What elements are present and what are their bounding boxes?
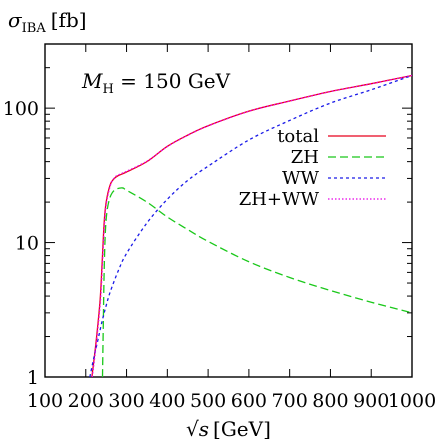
- x-tick-label-800: 800: [312, 390, 348, 412]
- x-tick-label-300: 300: [108, 390, 144, 412]
- legend-label-total: total: [277, 126, 319, 147]
- x-tick-label-900: 900: [353, 390, 389, 412]
- series-line-ww: [89, 74, 412, 377]
- y-tick-label-100: 100: [3, 98, 39, 120]
- y-axis-label: σIBA [fb]: [8, 8, 87, 36]
- y-axis-label-main: σ: [8, 8, 23, 32]
- annotation-main: M: [81, 69, 103, 93]
- y-axis-label-sub: IBA: [22, 21, 47, 36]
- series-line-zh: [101, 187, 412, 377]
- x-tick-label-200: 200: [68, 390, 104, 412]
- y-tick-label-1: 1: [27, 367, 39, 389]
- x-tick-label-1000: 1000: [388, 390, 436, 412]
- annotation-rest: = 150 GeV: [114, 69, 231, 93]
- series-line-zh-ww: [91, 74, 412, 377]
- x-tick-label-400: 400: [149, 390, 185, 412]
- plot-frame: [44, 43, 413, 378]
- legend-label-ww: WW: [282, 168, 320, 189]
- series-line-total: [91, 74, 412, 377]
- y-axis-label-unit: [fb]: [51, 8, 87, 32]
- legend-label-zh: ZH: [291, 147, 319, 168]
- x-axis-label: √s [GeV]: [186, 417, 271, 441]
- x-tick-label-500: 500: [190, 390, 226, 412]
- x-tick-label-700: 700: [272, 390, 308, 412]
- x-tick-label-100: 100: [27, 390, 63, 412]
- x-axis-label-unit: [GeV]: [213, 417, 271, 441]
- series-lines: [89, 74, 412, 377]
- x-axis-label-main: √s: [186, 417, 209, 441]
- x-tick-label-600: 600: [231, 390, 267, 412]
- mass-annotation: MH = 150 GeV: [81, 69, 231, 97]
- axis-ticks: [44, 43, 413, 378]
- legend-label-zh-ww: ZH+WW: [239, 189, 320, 210]
- y-tick-label-10: 10: [15, 233, 39, 255]
- annotation-sub: H: [102, 82, 113, 97]
